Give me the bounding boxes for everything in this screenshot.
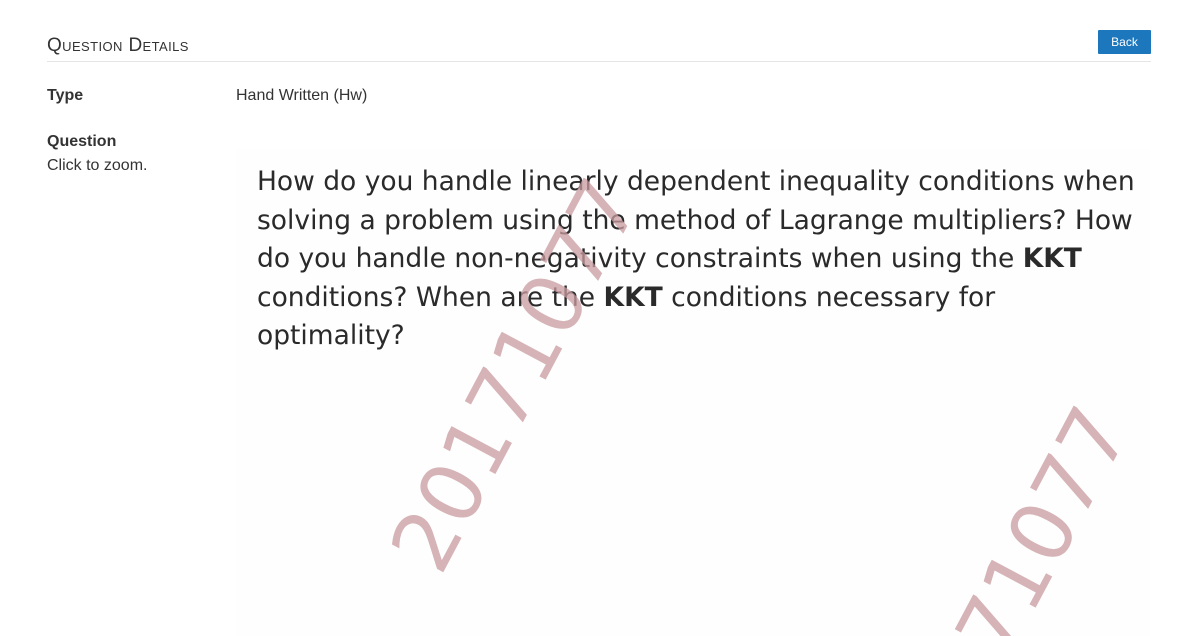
kkt-term: KKT (1022, 243, 1082, 274)
question-text-segment: How do you handle linearly dependent ine… (257, 166, 1135, 274)
watermark: 20171077 (861, 391, 1149, 636)
question-text-segment: conditions necessary for optimality? (257, 281, 996, 352)
kkt-term: KKT (603, 281, 663, 313)
page-header: Question Details Back (47, 30, 1151, 62)
question-label: Question (47, 133, 117, 150)
question-image[interactable]: How do you handle linearly dependent ine… (236, 149, 1151, 636)
question-text: How do you handle linearly dependent ine… (257, 163, 1137, 356)
back-button[interactable]: Back (1098, 30, 1151, 54)
type-value: Hand Written (Hw) (236, 87, 368, 104)
type-label: Type (47, 87, 84, 104)
page-title: Question Details (47, 35, 189, 56)
zoom-hint: Click to zoom. (47, 157, 148, 174)
question-text-segment: conditions? When are the (257, 281, 596, 313)
